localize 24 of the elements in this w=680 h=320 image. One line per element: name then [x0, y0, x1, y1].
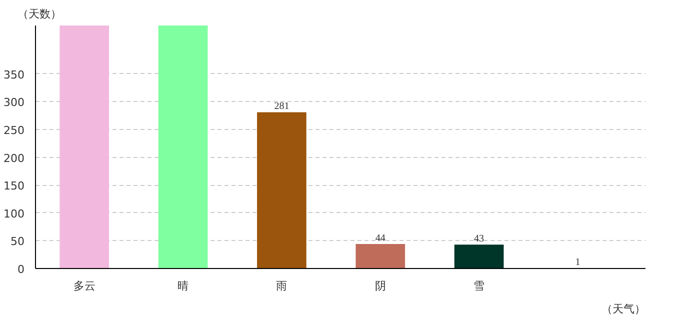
x-tick-label: 晴 — [178, 280, 189, 292]
y-tick-label: 100 — [4, 207, 25, 220]
bar — [356, 244, 406, 268]
y-tick-label: 0 — [18, 263, 24, 276]
y-tick-label: 350 — [4, 68, 25, 82]
x-tick-label: 雪 — [474, 280, 485, 292]
bar — [454, 244, 504, 268]
y-tick-label: 250 — [4, 124, 25, 137]
data-label: 44 — [375, 233, 386, 244]
y-tick-label: 200 — [4, 152, 25, 165]
y-tick-label: 150 — [4, 180, 25, 193]
data-label: 281 — [274, 101, 290, 112]
y-axis-title: （天数） — [18, 8, 62, 20]
data-label: 1 — [575, 256, 580, 268]
y-tick-label: 300 — [4, 96, 25, 110]
x-axis-title: （天气） — [602, 302, 646, 316]
x-tick-label: 阴 — [374, 280, 386, 292]
y-tick-label: 50 — [10, 235, 25, 248]
bar — [158, 26, 208, 268]
x-tick-label: 雨 — [276, 280, 288, 292]
bar — [60, 26, 110, 268]
bar — [257, 112, 306, 268]
data-label: 43 — [474, 234, 484, 245]
x-tick-label: 多云 — [73, 280, 96, 292]
